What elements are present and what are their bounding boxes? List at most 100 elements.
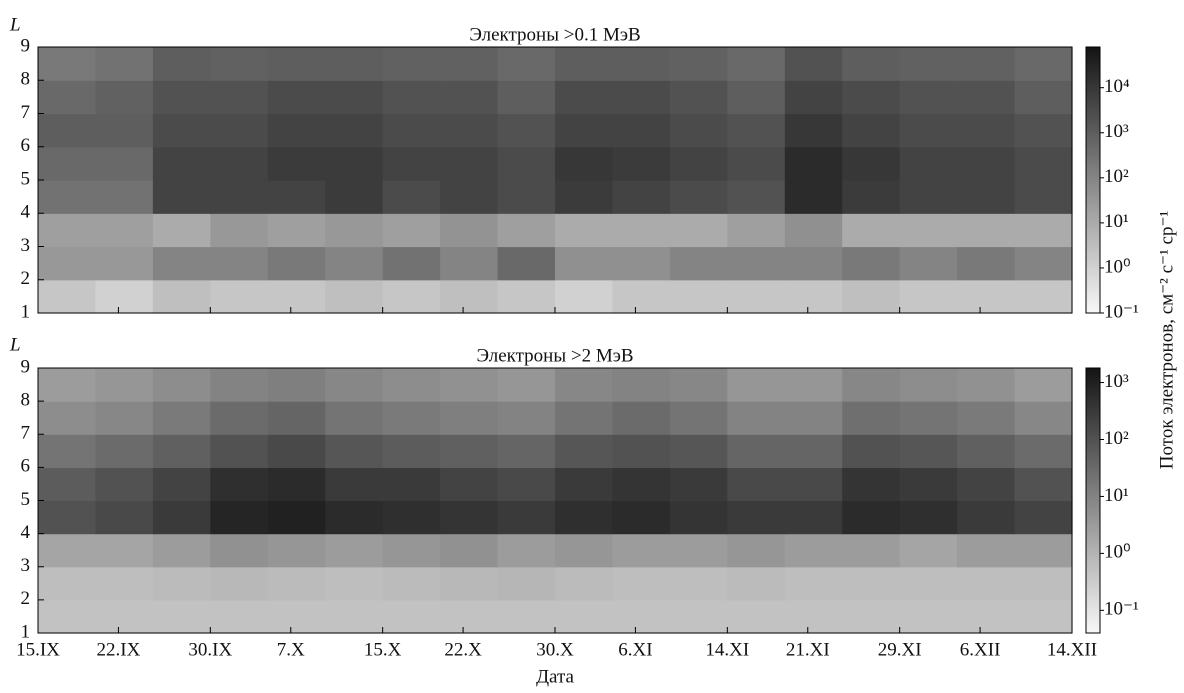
heatmap-cell (267, 401, 326, 435)
heatmap-cell (727, 401, 786, 435)
heatmap-cell (1014, 599, 1073, 634)
heatmap-cell (267, 146, 326, 181)
heatmap-cell (899, 401, 958, 435)
heatmap-cell (899, 434, 958, 468)
heatmap-cell (669, 213, 728, 248)
heatmap-cell (38, 467, 97, 502)
heatmap-cell (1014, 113, 1073, 148)
heatmap-cell (95, 146, 154, 181)
heatmap-cell (267, 599, 326, 634)
heatmap-cell (152, 434, 211, 468)
heatmap-cell (842, 246, 901, 281)
y-tick-label: 9 (21, 35, 31, 56)
heatmap-cell (95, 434, 154, 468)
heatmap-cell (152, 533, 211, 568)
heatmap-cell (267, 500, 326, 535)
heatmap-cell (727, 566, 786, 601)
heatmap-cell (612, 401, 671, 435)
heatmap-cell (440, 213, 499, 248)
heatmap-cell (1014, 80, 1073, 115)
panel-title: Электроны >2 МэВ (476, 345, 633, 366)
heatmap-cell (152, 246, 211, 281)
heatmap-cell (152, 279, 211, 314)
heatmap-cell (899, 47, 958, 81)
heatmap-cell (899, 500, 958, 535)
heatmap-cell (497, 368, 556, 402)
heatmap-cell (152, 80, 211, 115)
heatmap-cell (669, 113, 728, 148)
heatmap-cell (325, 213, 384, 248)
y-tick-label: 1 (21, 301, 31, 322)
heatmap-cell (842, 47, 901, 81)
heatmap-cell (612, 533, 671, 568)
heatmap-cell (267, 368, 326, 402)
x-tick-label: 14.XI (705, 639, 749, 660)
heatmap-cell (325, 533, 384, 568)
heatmap-cell (95, 80, 154, 115)
heatmap-cell (784, 246, 843, 281)
heatmap-cell (1014, 213, 1073, 248)
heatmap-cell (38, 180, 97, 214)
heatmap-cell (957, 146, 1016, 181)
heatmap-cell (612, 500, 671, 535)
heatmap-cell (497, 566, 556, 601)
heatmap-cell (325, 566, 384, 601)
heatmap-cell (95, 566, 154, 601)
heatmap-cell (612, 434, 671, 468)
colorbar-tick-label: 10² (1104, 166, 1129, 187)
heatmap-cell (95, 599, 154, 634)
heatmap-cell (555, 533, 614, 568)
heatmap-cell (612, 279, 671, 314)
heatmap-cell (727, 246, 786, 281)
heatmap-cell (267, 80, 326, 115)
heatmap-cell (382, 533, 441, 568)
x-tick-label: 7.X (277, 639, 305, 660)
heatmap-cell (727, 47, 786, 81)
heatmap-cell (497, 533, 556, 568)
heatmap-cell (440, 279, 499, 314)
heatmap-cell (899, 368, 958, 402)
heatmap-cell (612, 180, 671, 214)
heatmap-cell (612, 599, 671, 634)
colorbar-tick-label: 10¹ (1104, 485, 1129, 506)
heatmap-cell (382, 566, 441, 601)
heatmap-cell (152, 368, 211, 402)
heatmap-cell (152, 113, 211, 148)
heatmap-cell (440, 146, 499, 181)
heatmap-cell (497, 500, 556, 535)
heatmap-cell (38, 113, 97, 148)
heatmap-cell (669, 434, 728, 468)
heatmap-cell (957, 599, 1016, 634)
heatmap-cell (382, 47, 441, 81)
heatmap-cell (95, 246, 154, 281)
heatmap-cell (267, 113, 326, 148)
y-tick-label: 9 (21, 356, 31, 377)
heatmap-cell (38, 599, 97, 634)
y-tick-label: 7 (21, 102, 31, 123)
heatmap-cell (784, 401, 843, 435)
heatmap-cell (555, 566, 614, 601)
heatmap-cell (1014, 566, 1073, 601)
heatmap-cell (555, 47, 614, 81)
heatmap-cell (152, 47, 211, 81)
heatmap-cell (152, 213, 211, 248)
heatmap-cell (267, 533, 326, 568)
heatmap-cell (784, 113, 843, 148)
heatmap-cell (899, 599, 958, 634)
heatmap-cell (210, 599, 269, 634)
heatmap-cell (210, 113, 269, 148)
colorbar-tick-label: 10² (1104, 428, 1129, 449)
y-tick-label: 1 (21, 621, 31, 642)
heatmap-cell (440, 434, 499, 468)
heatmap-cell (38, 246, 97, 281)
x-tick-label: 21.XI (786, 639, 830, 660)
x-tick-label: 6.XII (960, 639, 1001, 660)
colorbar-tick-label: 10⁻¹ (1104, 301, 1139, 322)
heatmap-cell (267, 566, 326, 601)
heatmap-cell (38, 279, 97, 314)
x-tick-label: 14.XII (1047, 639, 1097, 660)
heatmap-cell (899, 213, 958, 248)
heatmap-cell (555, 599, 614, 634)
y-tick-label: 2 (21, 588, 31, 609)
